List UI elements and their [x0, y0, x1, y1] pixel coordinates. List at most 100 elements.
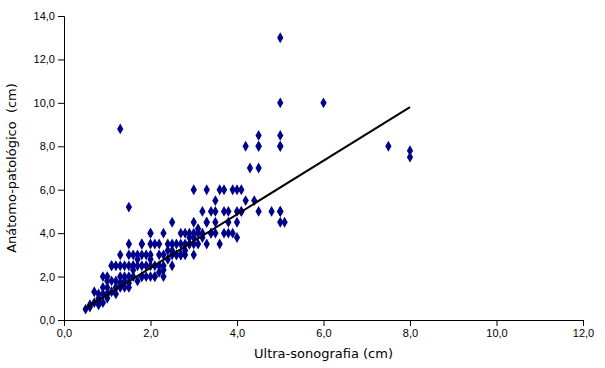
point: [217, 239, 223, 250]
point: [156, 239, 162, 250]
axis-line: [58, 17, 65, 321]
point: [108, 260, 114, 271]
point: [204, 239, 210, 250]
point: [117, 123, 123, 134]
x-axis-title: Ultra-sonografia (cm): [254, 346, 393, 361]
tick: 8,0: [40, 140, 64, 152]
tick-mark: [58, 320, 64, 321]
tick-label: 4,0: [40, 227, 55, 239]
tick-mark: [151, 320, 152, 326]
point: [195, 223, 201, 234]
point: [160, 228, 166, 239]
point: [277, 141, 283, 152]
point: [255, 206, 261, 217]
point: [320, 97, 326, 108]
point: [255, 163, 261, 174]
tick-label: 12,0: [34, 53, 55, 65]
point: [255, 141, 261, 152]
point: [147, 228, 153, 239]
tick: 10,0: [34, 97, 64, 109]
tick: 10,0: [486, 320, 507, 339]
point: [169, 217, 175, 228]
point: [147, 228, 153, 239]
marks: [82, 32, 413, 314]
point: [152, 271, 158, 282]
point: [247, 163, 253, 174]
point: [169, 260, 175, 271]
tick-label: 0,0: [40, 314, 55, 326]
point: [139, 239, 145, 250]
point: [191, 184, 197, 195]
point: [117, 249, 123, 260]
point: [234, 217, 240, 228]
tick: 0,0: [57, 320, 72, 339]
tick-label: 4,0: [230, 327, 245, 339]
tick-label: 14,0: [34, 10, 55, 22]
tick-mark: [324, 320, 325, 326]
point: [277, 130, 283, 141]
tick: 2,0: [143, 320, 158, 339]
point: [225, 206, 231, 217]
point: [147, 254, 153, 265]
tick-mark: [237, 320, 238, 326]
point: [277, 206, 283, 217]
point: [130, 260, 136, 271]
point: [230, 228, 236, 239]
point: [204, 217, 210, 228]
tick-label: 12,0: [573, 327, 594, 339]
point: [243, 141, 249, 152]
y-axis-title: Anátomo-patológico (cm): [4, 83, 19, 253]
tick: 6,0: [40, 184, 64, 196]
trend-line: [86, 107, 410, 308]
tick-mark: [58, 190, 64, 191]
point: [255, 130, 261, 141]
tick-mark: [410, 320, 411, 326]
tick: 2,0: [40, 271, 64, 283]
tick-mark: [497, 320, 498, 326]
point: [204, 184, 210, 195]
chart: 0,0 2,0 4,0 6,0 8,0 10,0 12,0 0,0 2,0 4,0 6,0 8,0 10…: [0, 0, 605, 368]
point: [126, 202, 132, 213]
point: [385, 141, 391, 152]
tick-label: 0,0: [57, 327, 72, 339]
point: [277, 97, 283, 108]
point: [277, 206, 283, 217]
tick: 14,0: [34, 10, 64, 22]
tick: 4,0: [40, 227, 64, 239]
point: [191, 249, 197, 260]
point: [268, 206, 274, 217]
point: [191, 217, 197, 228]
tick-label: 2,0: [143, 327, 158, 339]
tick: 12,0: [34, 53, 64, 65]
tick-label: 6,0: [40, 184, 55, 196]
tick: 12,0: [573, 320, 594, 339]
tick-mark: [58, 277, 64, 278]
tick-mark: [58, 146, 64, 147]
y-axis: 0,0 2,0 4,0 6,0 8,0 10,0 12,0 14,0: [34, 10, 65, 326]
point: [277, 32, 283, 43]
tick-mark: [583, 320, 584, 326]
point: [91, 286, 97, 297]
plot-area: 0,0 2,0 4,0 6,0 8,0 10,0 12,0 0,0 2,0 4,0 6,0 8,0 10…: [34, 10, 595, 339]
tick-label: 2,0: [40, 271, 55, 283]
point: [108, 260, 114, 271]
point: [277, 206, 283, 217]
point: [204, 217, 210, 228]
point: [281, 217, 287, 228]
tick-mark: [58, 233, 64, 234]
tick-label: 8,0: [403, 327, 418, 339]
tick-label: 10,0: [486, 327, 507, 339]
tick: 6,0: [316, 320, 331, 339]
tick-label: 6,0: [316, 327, 331, 339]
point: [221, 184, 227, 195]
point: [199, 206, 205, 217]
point: [126, 239, 132, 250]
tick: 8,0: [403, 320, 418, 339]
point: [243, 195, 249, 206]
x-axis: 0,0 2,0 4,0 6,0 8,0 10,0 12,0: [57, 320, 594, 339]
point: [139, 239, 145, 250]
tick-mark: [58, 103, 64, 104]
tick-label: 10,0: [34, 97, 55, 109]
tick-label: 8,0: [40, 140, 55, 152]
point: [255, 141, 261, 152]
